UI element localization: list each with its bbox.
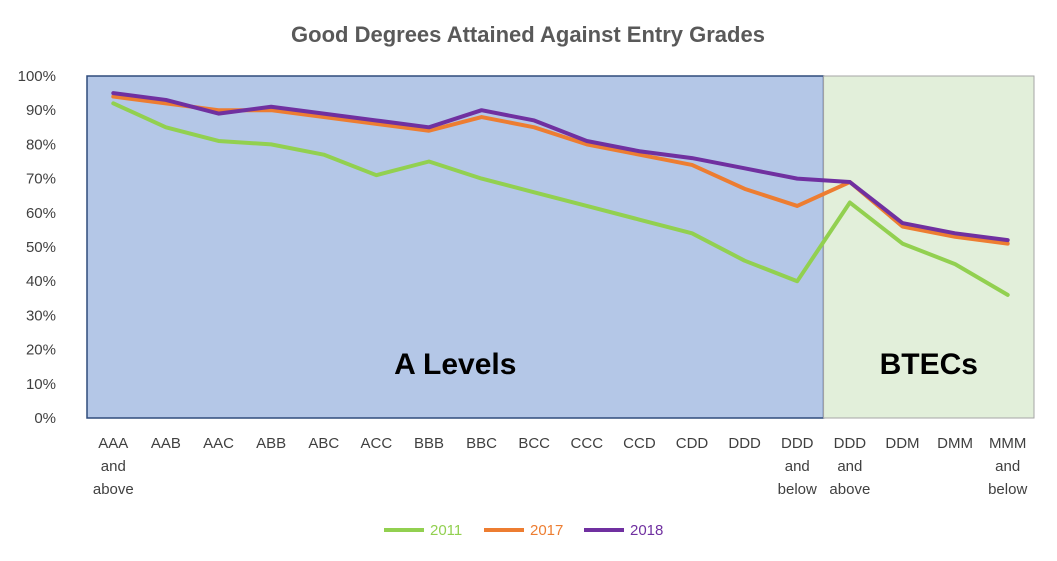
x-tick-label: DDM (885, 435, 919, 452)
region-backgrounds (86, 75, 1035, 419)
y-tick-label: 30% (26, 307, 56, 324)
series-lines (111, 91, 1010, 297)
x-tick-label: DDD (728, 435, 761, 452)
y-tick-label: 100% (18, 68, 56, 85)
y-tick-label: 60% (26, 205, 56, 222)
legend-item-2018: 2018 (584, 522, 663, 539)
y-tick-label: 20% (26, 342, 56, 359)
x-tick-label: CDD (676, 435, 709, 452)
x-tick-label: BBC (466, 435, 497, 452)
y-tick-label: 90% (26, 102, 56, 119)
x-tick-label: AAC (203, 435, 234, 452)
y-tick-label: 50% (26, 239, 56, 256)
x-tick-label: BCC (518, 435, 550, 452)
x-tick-label: BBB (414, 435, 444, 452)
x-tick-label: AAB (151, 435, 181, 452)
x-tick-label: DDD and below (778, 435, 817, 498)
legend-item-2017: 2017 (484, 522, 563, 539)
chart-title: Good Degrees Attained Against Entry Grad… (291, 22, 765, 47)
series-line-2011 (111, 101, 1010, 297)
x-tick-label: DDD and above (829, 435, 870, 498)
legend: 2011 2017 2018 (384, 522, 663, 539)
region-labels: A Levels BTECs (394, 348, 978, 381)
x-tick-label: DMM (937, 435, 973, 452)
y-axis: 0% 10% 20% 30% 40% 50% 60% 70% 80% 90% 100% (18, 68, 56, 427)
y-tick-label: 80% (26, 136, 56, 153)
region-btecs (823, 75, 1035, 419)
y-tick-label: 40% (26, 273, 56, 290)
x-tick-label: ACC (361, 435, 393, 452)
x-axis: AAA and above AAB AAC ABB ABC ACC BBB BBC BCC CCC CC… (93, 435, 1028, 498)
y-tick-label: 10% (26, 376, 56, 393)
region-label-btecs: BTECs (880, 348, 978, 381)
x-tick-label: ABB (256, 435, 286, 452)
x-tick-label: AAA and above (93, 435, 134, 498)
x-tick-label: CCC (571, 435, 604, 452)
region-a-levels (86, 75, 825, 419)
y-tick-label: 0% (34, 410, 56, 427)
x-tick-label: CCD (623, 435, 656, 452)
legend-label-2011: 2011 (430, 522, 462, 539)
legend-label-2018: 2018 (630, 522, 663, 539)
x-tick-label: MMM and below (988, 435, 1027, 498)
legend-label-2017: 2017 (530, 522, 563, 539)
x-tick-label: ABC (308, 435, 339, 452)
legend-item-2011: 2011 (384, 522, 462, 539)
region-label-a-levels: A Levels (394, 348, 516, 381)
series-line-2018 (111, 91, 1010, 243)
y-tick-label: 70% (26, 171, 56, 188)
